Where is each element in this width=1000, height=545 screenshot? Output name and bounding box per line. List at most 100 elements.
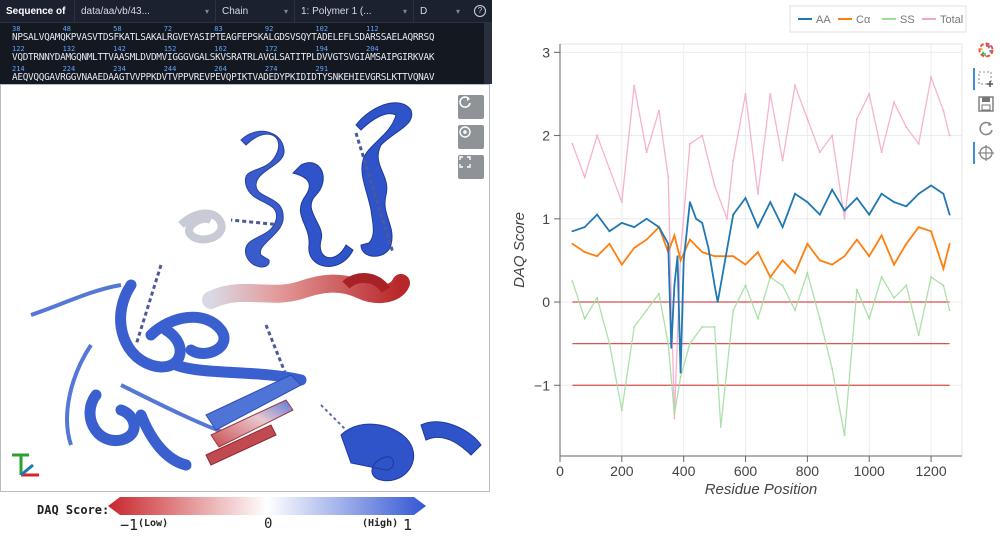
reset-camera-button[interactable] — [458, 95, 484, 119]
data-point — [719, 425, 722, 428]
y-axis-label: DAQ Score — [511, 212, 528, 288]
data-point — [571, 230, 574, 233]
data-point — [855, 197, 858, 199]
series-line-total — [571, 74, 951, 419]
chain-select[interactable]: D ▾ — [413, 0, 466, 22]
mode-select[interactable]: Chain ▾ — [215, 0, 294, 22]
data-point — [868, 213, 871, 216]
data-point — [843, 209, 846, 212]
data-point — [726, 217, 728, 220]
sequence-lines: 38 48 58 72 83 92 102 112 NPSALVQAMQKPVA… — [0, 23, 492, 84]
data-point — [930, 76, 932, 79]
data-point — [667, 242, 670, 245]
data-point — [707, 247, 710, 249]
xyz-axes-icon — [12, 453, 39, 477]
data-point — [744, 284, 747, 287]
data-point — [843, 217, 846, 220]
color-legend-label: DAQ Score: — [37, 503, 110, 517]
sequence-numbers: 122 132 142 152 162 172 194 204 — [12, 45, 379, 53]
data-point — [794, 309, 796, 312]
crosshair-icon[interactable] — [976, 143, 996, 163]
data-point — [658, 226, 660, 229]
data-point — [679, 371, 682, 374]
sequence-text[interactable]: VQDTRNNYDAMGQNMLTTVAASMLDVDMVIGGGVGALSKV… — [12, 52, 435, 63]
data-point — [608, 230, 611, 233]
x-tick-label: 600 — [734, 463, 758, 479]
chevron-down-icon: ▾ — [204, 6, 209, 16]
data-point — [831, 263, 834, 266]
data-point — [596, 213, 599, 216]
data-point — [893, 263, 895, 266]
data-point — [843, 434, 846, 437]
expand-button[interactable] — [458, 155, 484, 179]
target-icon — [459, 126, 471, 138]
data-point — [744, 197, 747, 199]
data-point — [633, 84, 636, 87]
sequence-text[interactable]: AEQVQQGAVRGGVNAAEDAAGTVVPPKDVTVPPVREVPEV… — [12, 72, 435, 83]
data-point — [670, 346, 673, 349]
data-point — [608, 342, 611, 345]
data-point — [794, 271, 796, 274]
plot-area — [559, 43, 963, 457]
data-point — [658, 292, 660, 295]
protein-ribbon-render — [30, 102, 482, 482]
data-point — [732, 213, 735, 216]
data-point — [701, 326, 704, 328]
data-point — [843, 255, 846, 258]
data-point — [620, 409, 623, 412]
data-point — [571, 280, 574, 283]
data-point — [905, 284, 908, 287]
data-point — [868, 317, 871, 320]
data-point — [688, 342, 691, 345]
sequence-text[interactable]: NPSALVQAMQKPVASVTDSFKATLSAKALRGVEYASIPTE… — [12, 32, 435, 43]
data-point — [620, 263, 623, 266]
structure-select-value: data/aa/vb/43... — [81, 5, 150, 17]
data-point — [831, 367, 834, 370]
sequence-scrollbar[interactable] — [484, 22, 492, 84]
color-legend: DAQ Score: −1 (Low) 0 (High) 1 — [0, 493, 492, 540]
data-point — [732, 159, 735, 162]
data-point — [893, 101, 895, 104]
bokeh-logo-icon[interactable] — [976, 40, 996, 60]
data-point — [757, 226, 759, 229]
data-point — [930, 184, 932, 187]
entity-select[interactable]: 1: Polymer 1 (... ▾ — [294, 0, 413, 22]
help-circle-icon[interactable]: ? — [474, 5, 486, 17]
data-point — [880, 151, 883, 154]
refresh-icon — [459, 96, 471, 108]
data-point — [633, 326, 636, 328]
data-point — [682, 259, 685, 262]
data-point — [868, 255, 871, 258]
y-tick-label: 1 — [542, 211, 550, 227]
data-point — [571, 142, 574, 145]
save-icon[interactable] — [976, 94, 996, 114]
x-tick-label: 1200 — [915, 463, 946, 479]
data-point — [794, 84, 796, 87]
data-point — [713, 184, 716, 187]
data-point — [583, 226, 586, 229]
reset-icon[interactable] — [976, 119, 996, 139]
data-point — [781, 284, 784, 287]
box-zoom-icon[interactable] — [976, 69, 996, 89]
mode-select-value: Chain — [222, 5, 249, 17]
data-point — [917, 334, 920, 337]
data-point — [769, 93, 772, 95]
entity-select-value: 1: Polymer 1 (... — [301, 5, 372, 17]
focus-button[interactable] — [458, 125, 484, 149]
data-point — [917, 226, 920, 229]
data-point — [930, 230, 932, 233]
y-tick-label: 3 — [542, 44, 550, 60]
legend-item-label: SS — [900, 14, 915, 26]
3d-canvas[interactable] — [0, 84, 490, 492]
legend-box — [789, 5, 967, 33]
data-point — [818, 317, 821, 320]
structure-select[interactable]: data/aa/vb/43... ▾ — [74, 0, 215, 22]
chevron-down-icon: ▾ — [402, 6, 407, 16]
color-legend-min: −1 — [120, 516, 139, 534]
data-point — [855, 118, 858, 120]
data-point — [893, 201, 895, 204]
x-tick-label: 1000 — [854, 463, 885, 479]
daq-line-chart[interactable]: 0 200 400 600 800 1000 1200 −1 0 1 2 3 Residue Posit… — [500, 0, 970, 540]
data-point — [645, 151, 648, 154]
data-point — [673, 284, 676, 287]
